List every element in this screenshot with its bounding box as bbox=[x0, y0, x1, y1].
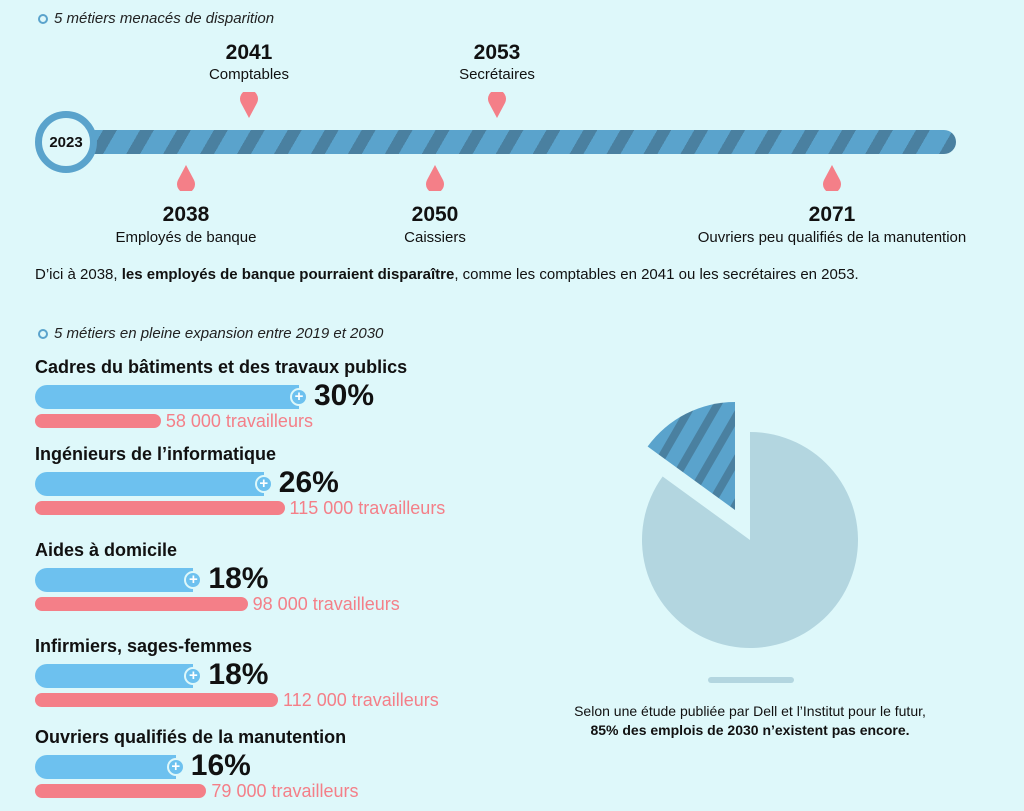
workers-bar bbox=[35, 693, 279, 707]
pie-slice-85 bbox=[642, 432, 858, 648]
caption-line: Selon une étude publiée par Dell et l’In… bbox=[574, 703, 926, 719]
workers-label: 79 000 travailleurs bbox=[211, 781, 359, 801]
pin-icon bbox=[823, 165, 841, 191]
pin-icon bbox=[240, 92, 258, 118]
event-label: Caissiers bbox=[404, 229, 466, 246]
growth-percent: 18% bbox=[208, 562, 269, 595]
growth-bar bbox=[35, 568, 194, 592]
growth-percent: 18% bbox=[208, 658, 269, 691]
plus-icon: + bbox=[184, 571, 203, 589]
workers-bar bbox=[35, 784, 207, 798]
event-year: 2053 bbox=[473, 41, 521, 64]
section-title-text: 5 métiers en pleine expansion entre 2019… bbox=[54, 325, 384, 342]
timeline-bar bbox=[80, 130, 956, 154]
pie-shadow bbox=[708, 677, 794, 683]
section-title-text: 5 métiers menacés de disparition bbox=[54, 10, 275, 27]
workers-bar bbox=[35, 597, 248, 611]
growth-percent: 30% bbox=[314, 379, 375, 412]
event-year: 2041 bbox=[225, 41, 273, 64]
pin-icon bbox=[488, 92, 506, 118]
bullet-icon bbox=[38, 328, 48, 339]
workers-bar bbox=[35, 501, 285, 515]
growth-bar bbox=[35, 664, 194, 688]
bullet-icon bbox=[38, 13, 48, 24]
plus-icon: + bbox=[184, 667, 203, 685]
plus-icon: + bbox=[166, 758, 185, 776]
plus-icon: + bbox=[290, 388, 308, 406]
event-label: Secrétaires bbox=[459, 66, 535, 83]
pie-slice-15 bbox=[647, 402, 735, 510]
summary-suffix: , comme les comptables en 2041 ou les se… bbox=[454, 266, 859, 283]
growth-percent: 16% bbox=[190, 749, 251, 782]
pin-icon bbox=[177, 165, 195, 191]
caption-bold: 85% des emplois de 2030 n’existent pas e… bbox=[590, 722, 910, 738]
event-label: Comptables bbox=[208, 66, 290, 83]
timeline-start-circle: 2023 bbox=[35, 111, 97, 173]
summary-bold: les employés de banque pourraient dispar… bbox=[121, 266, 455, 283]
category-label: Ingénieurs de l’informatique bbox=[35, 444, 277, 464]
growth-bar bbox=[35, 472, 264, 496]
pie-caption: Selon une étude publiée par Dell et l’In… bbox=[500, 702, 1000, 740]
workers-label: 98 000 travailleurs bbox=[252, 594, 400, 614]
category-label: Ouvriers qualifiés de la manutention bbox=[35, 727, 347, 747]
event-year: 2050 bbox=[411, 203, 459, 226]
pie-chart bbox=[642, 402, 858, 648]
event-label: Ouvriers peu qualifiés de la manutention bbox=[697, 229, 967, 246]
growth-percent: 26% bbox=[278, 466, 339, 499]
category-label: Cadres du bâtiments et des travaux publi… bbox=[35, 357, 408, 377]
event-year: 2071 bbox=[808, 203, 856, 226]
growth-bar bbox=[35, 755, 176, 779]
workers-label: 115 000 travailleurs bbox=[289, 498, 446, 518]
category-label: Aides à domicile bbox=[35, 540, 178, 560]
category-label: Infirmiers, sages-femmes bbox=[35, 636, 253, 656]
summary-prefix: D’ici à 2038, bbox=[35, 266, 122, 283]
timeline-summary: D’ici à 2038, les employés de banque pou… bbox=[35, 266, 859, 283]
pin-icon bbox=[426, 165, 444, 191]
start-year: 2023 bbox=[49, 133, 83, 151]
bars-section-title: 5 métiers en pleine expansion entre 2019… bbox=[38, 325, 383, 342]
plus-icon: + bbox=[254, 475, 273, 493]
workers-label: 58 000 travailleurs bbox=[165, 411, 313, 431]
event-label: Employés de banque bbox=[115, 229, 257, 246]
timeline-section-title: 5 métiers menacés de disparition bbox=[38, 10, 274, 27]
workers-label: 112 000 travailleurs bbox=[283, 690, 439, 710]
growth-bar bbox=[35, 385, 299, 409]
workers-bar bbox=[35, 414, 161, 428]
event-year: 2038 bbox=[162, 203, 210, 226]
